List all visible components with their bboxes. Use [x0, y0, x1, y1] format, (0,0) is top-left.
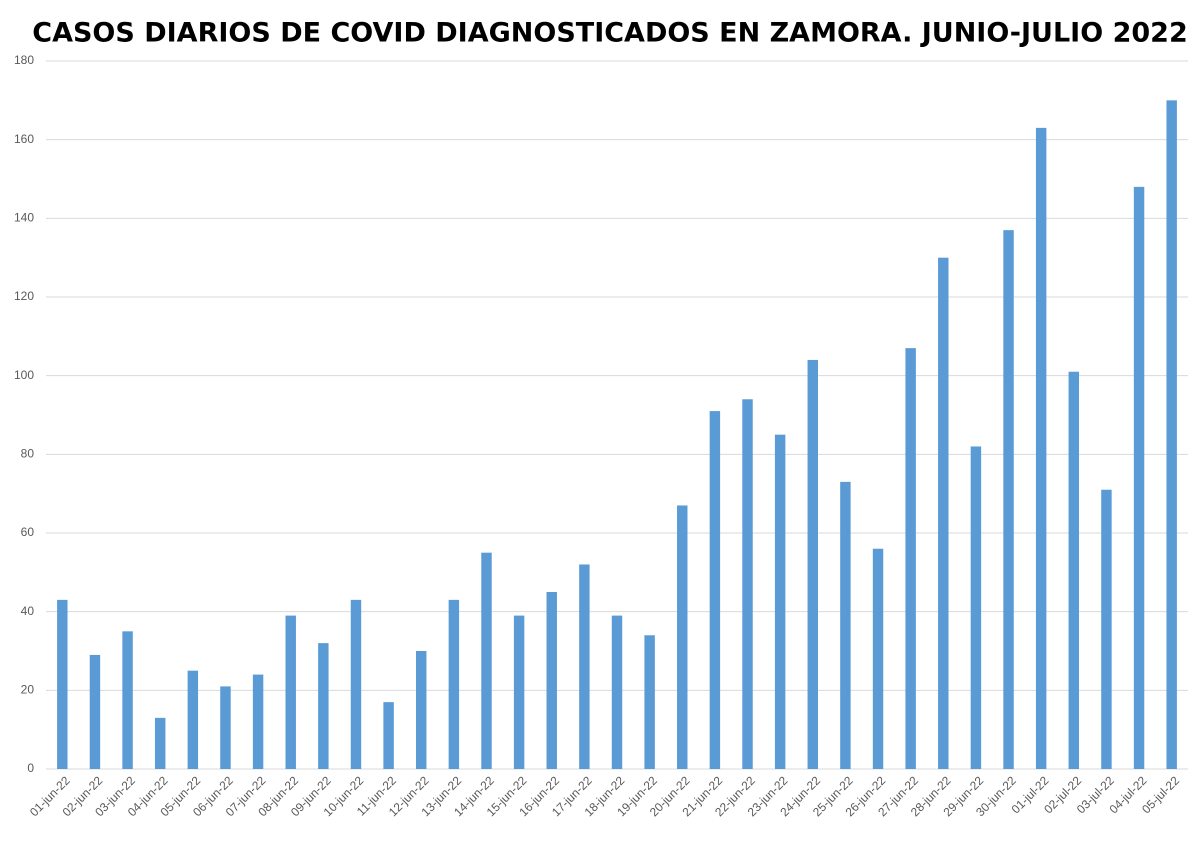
bar — [938, 257, 949, 769]
bar — [905, 348, 916, 769]
bar — [774, 434, 786, 769]
y-tick-label: 20 — [21, 683, 35, 697]
y-tick-label: 60 — [21, 525, 35, 539]
y-tick-label: 160 — [14, 132, 34, 146]
bar — [546, 592, 557, 769]
bar — [872, 548, 884, 769]
y-tick-label: 120 — [14, 289, 34, 303]
bar — [154, 717, 166, 769]
y-tick-label: 0 — [27, 761, 34, 775]
bar — [416, 651, 427, 769]
bar — [1003, 230, 1014, 770]
y-tick-label: 40 — [21, 604, 35, 618]
bar — [285, 615, 296, 769]
y-tick-label: 140 — [14, 211, 34, 225]
bar — [840, 481, 851, 769]
bar — [644, 635, 655, 769]
y-tick-label: 180 — [14, 53, 34, 67]
bar — [252, 674, 264, 769]
bar — [970, 446, 982, 769]
bar — [318, 643, 329, 769]
bar — [383, 702, 394, 769]
bar — [1035, 127, 1047, 769]
bar — [481, 552, 492, 769]
bar — [709, 411, 721, 769]
bar — [513, 615, 525, 769]
bar — [1101, 489, 1112, 769]
bar — [677, 505, 688, 769]
bar — [1068, 371, 1080, 769]
bar — [122, 631, 133, 769]
bar — [220, 686, 231, 769]
bar — [57, 599, 68, 769]
chart-title: CASOS DIARIOS DE COVID DIAGNOSTICADOS EN… — [32, 18, 1187, 49]
y-tick-label: 80 — [21, 447, 35, 461]
bar — [742, 399, 753, 769]
bar — [89, 654, 101, 769]
bar — [1133, 186, 1145, 769]
bar — [187, 670, 199, 769]
y-tick-label: 100 — [14, 368, 34, 382]
bar — [350, 599, 362, 769]
bar — [807, 359, 818, 769]
bar — [579, 564, 590, 769]
bar — [611, 615, 623, 769]
bar — [1166, 100, 1177, 770]
bar — [448, 599, 460, 769]
